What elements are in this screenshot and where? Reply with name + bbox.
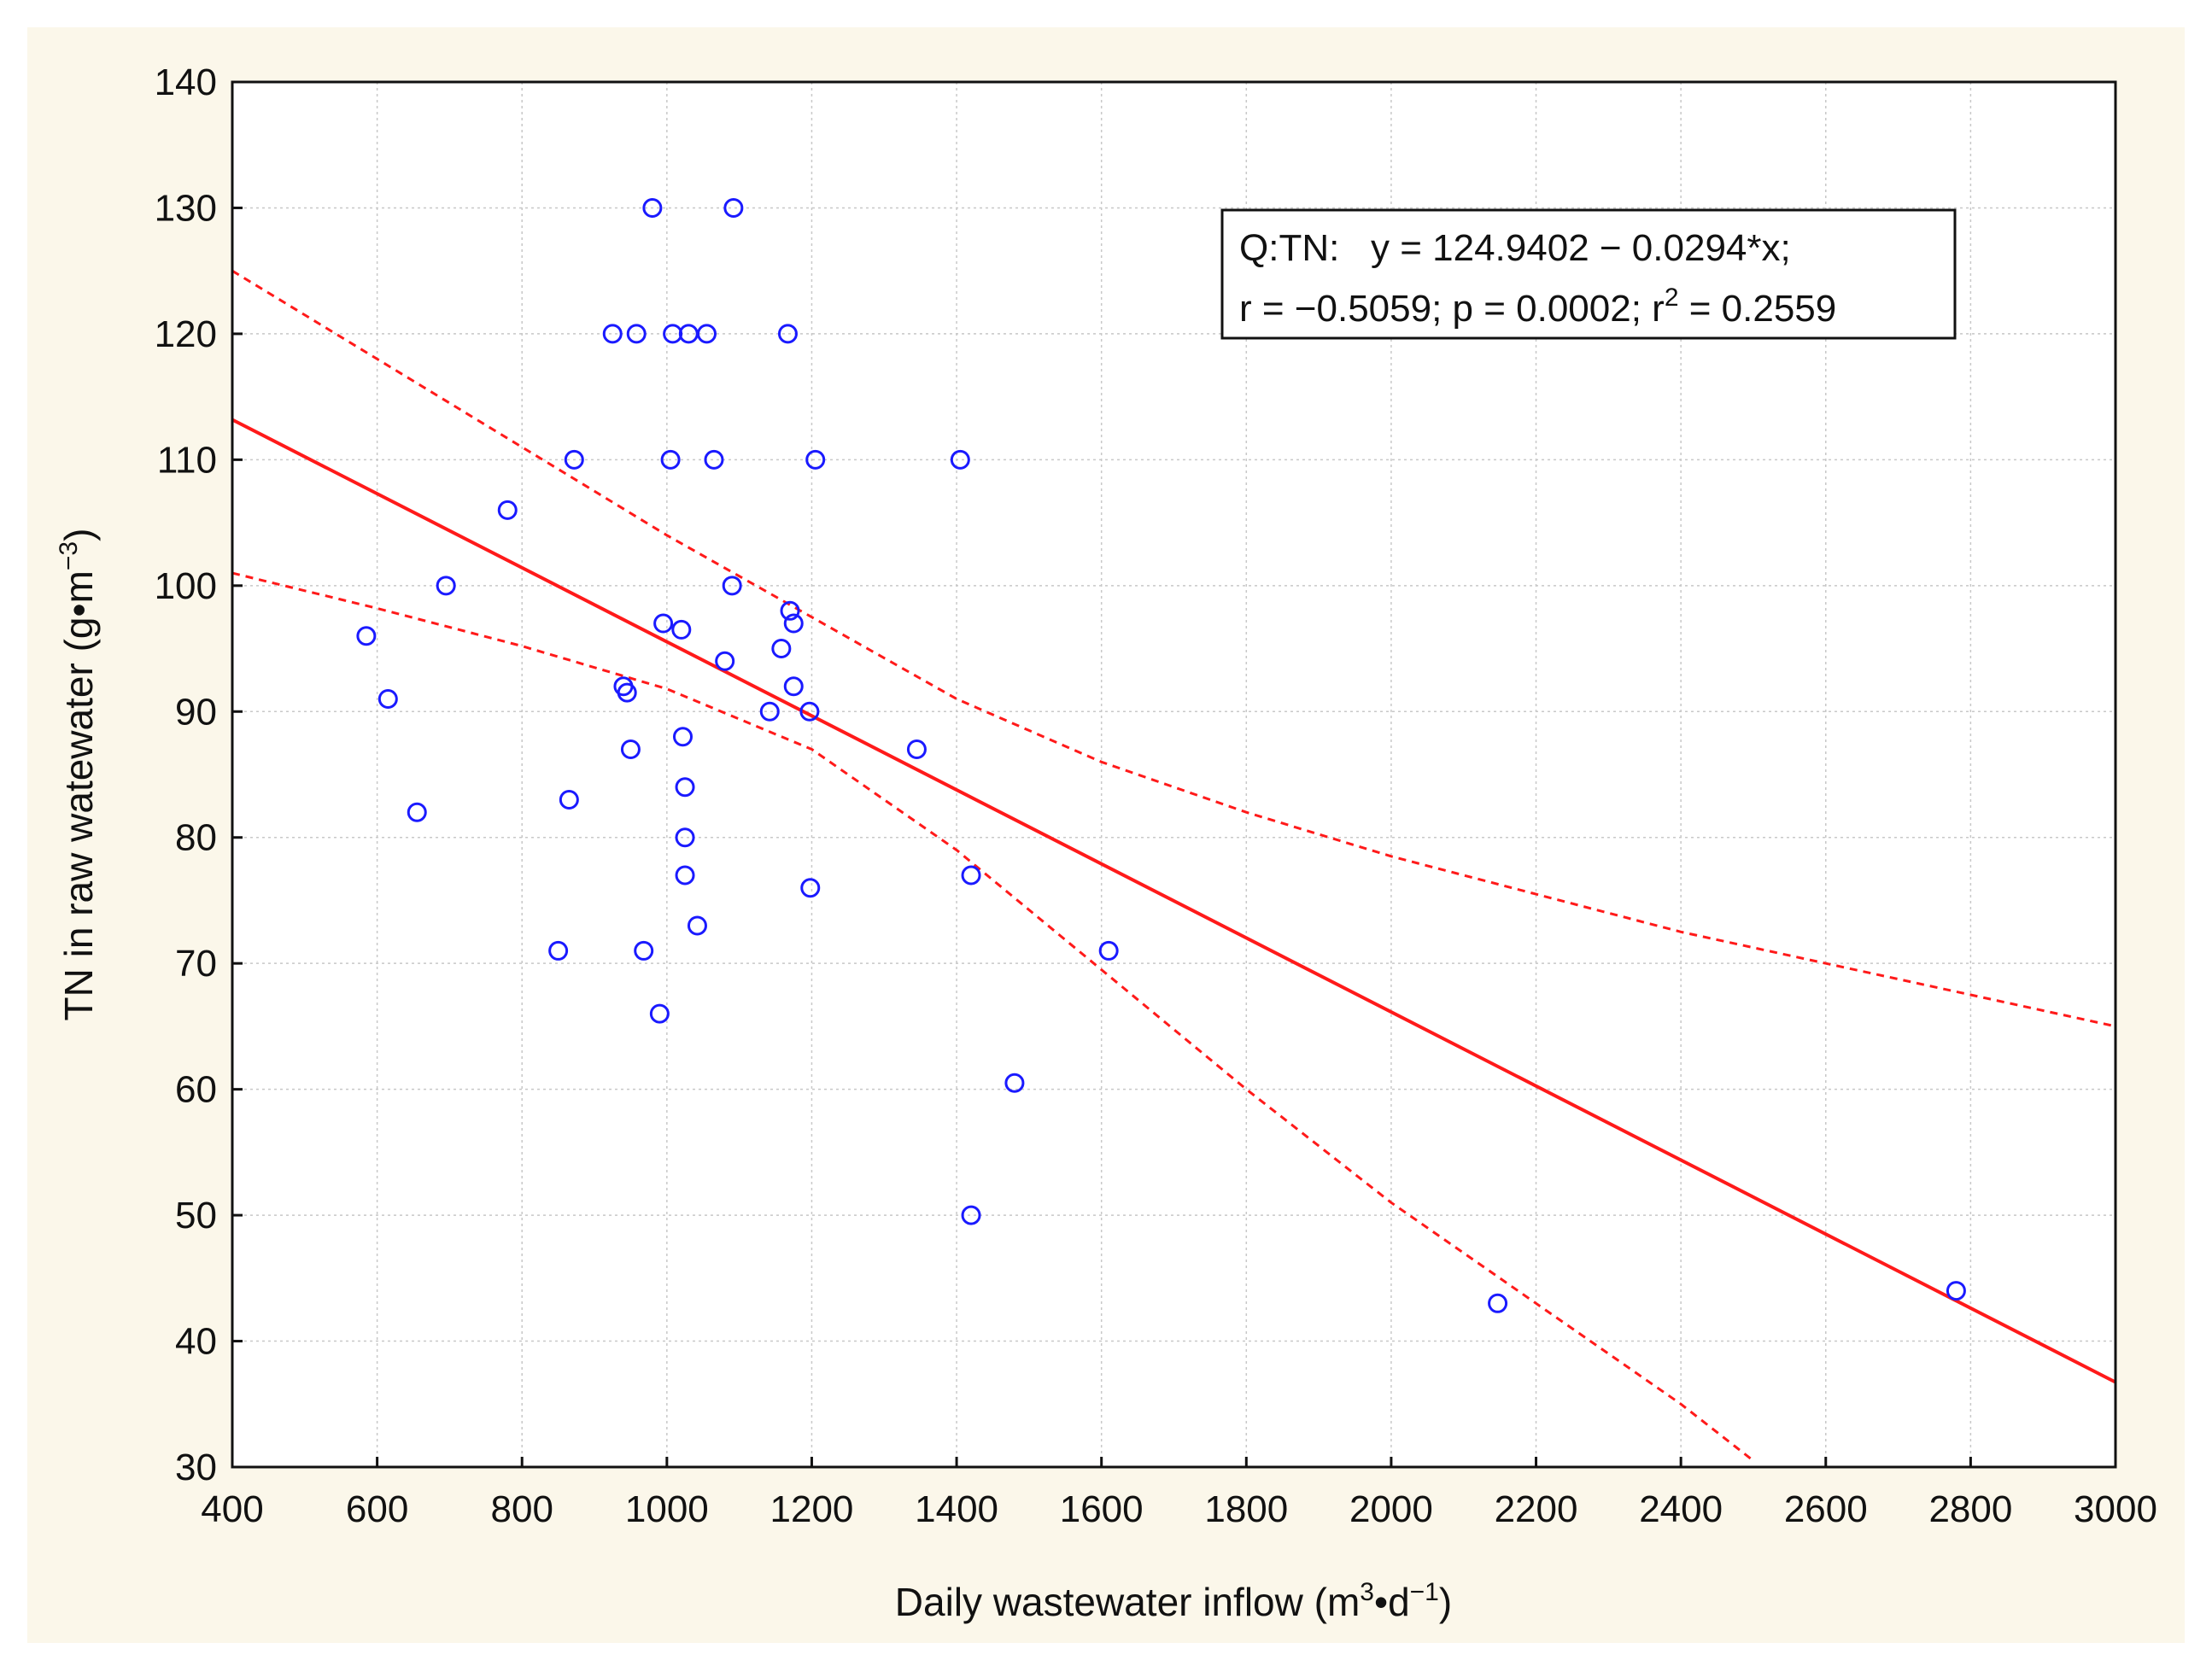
y-tick-labels: 30 40 50 60 70 80 90 100 110 120 130 140	[155, 61, 217, 1488]
y-tick-label: 50	[175, 1195, 217, 1236]
y-tick-label: 60	[175, 1069, 217, 1111]
data-point	[407, 802, 427, 822]
data-point	[564, 449, 584, 470]
x-tick-label: 600	[346, 1488, 408, 1530]
data-point	[696, 324, 717, 344]
legend-box: Q:TN: y = 124.9402 − 0.0294*x; r = −0.50…	[1220, 208, 1957, 340]
data-point	[642, 197, 663, 218]
legend-stats: r = −0.5059; p = 0.0002; r2 = 0.2559	[1239, 284, 1836, 330]
data-point	[1488, 1293, 1508, 1313]
data-point	[961, 1205, 981, 1225]
y-tick-label: 90	[175, 691, 217, 733]
data-point	[497, 500, 518, 520]
data-point	[377, 689, 398, 710]
data-point	[1098, 940, 1119, 961]
data-point	[675, 827, 695, 848]
y-tick-label: 70	[175, 943, 217, 985]
data-point	[722, 576, 742, 596]
x-tick-label: 400	[201, 1488, 263, 1530]
x-tick-label: 3000	[2074, 1488, 2157, 1530]
x-tick-label: 1600	[1060, 1488, 1144, 1530]
data-point	[780, 600, 800, 621]
x-tick-label: 1800	[1204, 1488, 1288, 1530]
x-tick-label: 2800	[1928, 1488, 2012, 1530]
data-point	[783, 613, 804, 634]
upper-confidence-band	[231, 269, 2116, 1028]
y-tick-label: 110	[157, 439, 217, 481]
y-tick-label: 130	[155, 187, 217, 229]
data-point	[653, 613, 674, 634]
legend-equation: Q:TN: y = 124.9402 − 0.0294*x;	[1239, 227, 1791, 269]
data-point	[723, 197, 744, 218]
x-tick-label: 2400	[1639, 1488, 1723, 1530]
data-point	[675, 865, 695, 886]
data-point	[961, 865, 981, 886]
data-point	[715, 651, 735, 671]
y-tick-label: 140	[155, 61, 217, 103]
data-point	[436, 576, 456, 596]
x-tick-labels: 400 600 800 1000 1200 1400 1600 1800 2000 2200 240…	[201, 1488, 2157, 1530]
data-point	[559, 789, 579, 810]
y-tick-label: 100	[155, 565, 217, 607]
data-point	[620, 739, 641, 760]
data-point	[634, 940, 654, 961]
y-tick-label: 40	[175, 1321, 217, 1363]
data-point	[673, 727, 693, 747]
data-point	[771, 639, 792, 659]
legend-frame	[1220, 208, 1957, 340]
x-tick-label: 1200	[770, 1488, 854, 1530]
data-point	[800, 878, 821, 898]
data-point	[687, 915, 707, 936]
x-tick-label: 800	[491, 1488, 553, 1530]
data-point	[617, 682, 637, 703]
x-tick-label: 1400	[915, 1488, 998, 1530]
grid-lines	[232, 82, 2115, 1467]
data-point	[777, 324, 798, 344]
data-point	[602, 324, 623, 344]
y-tick-label: 80	[175, 817, 217, 859]
y-axis-label: TN in raw watewater (g•m−3)	[55, 529, 101, 1021]
y-tick-label: 120	[155, 313, 217, 355]
plot-frame	[231, 80, 2117, 1469]
data-point	[649, 1003, 670, 1024]
data-point	[1946, 1281, 1966, 1301]
x-tick-label: 2000	[1349, 1488, 1433, 1530]
data-point	[671, 619, 692, 640]
x-tick-label: 2600	[1784, 1488, 1868, 1530]
data-point	[805, 449, 826, 470]
data-point	[799, 701, 820, 722]
y-tick-label: 30	[175, 1447, 217, 1488]
data-point	[950, 449, 970, 470]
data-points	[356, 197, 1966, 1313]
data-point	[660, 449, 681, 470]
confidence-bands	[231, 269, 2116, 1462]
data-point	[783, 676, 804, 697]
data-point	[1004, 1073, 1025, 1093]
x-tick-label: 1000	[625, 1488, 709, 1530]
x-axis-label: Daily wastewater inflow (m3•d−1)	[895, 1578, 1452, 1624]
data-point	[675, 777, 695, 798]
data-point	[626, 324, 647, 344]
regression-line	[231, 418, 2116, 1384]
data-point	[356, 626, 377, 646]
data-point	[548, 940, 569, 961]
data-point	[704, 449, 724, 470]
data-point	[759, 701, 780, 722]
data-point	[906, 739, 927, 760]
x-tick-label: 2200	[1495, 1488, 1578, 1530]
axis-ticks	[231, 80, 2117, 1469]
lower-confidence-band	[231, 571, 1754, 1462]
